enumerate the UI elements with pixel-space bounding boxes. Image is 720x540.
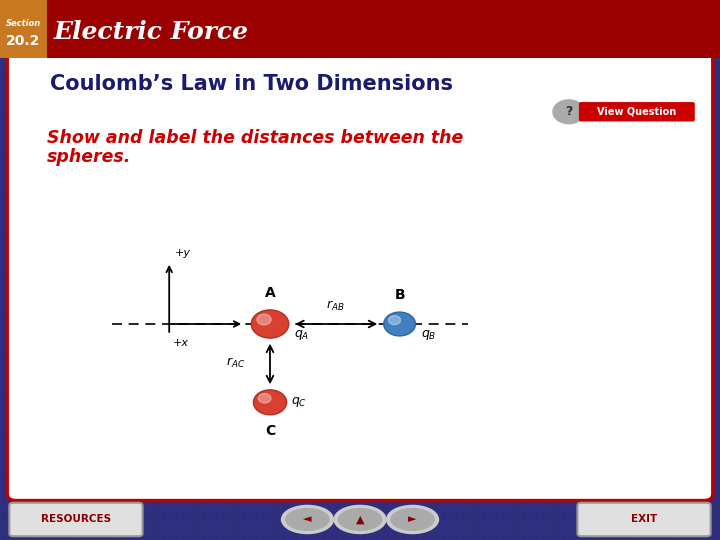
FancyBboxPatch shape <box>0 0 720 58</box>
FancyBboxPatch shape <box>577 503 711 536</box>
Text: ?: ? <box>565 105 572 118</box>
Ellipse shape <box>338 509 382 530</box>
Text: +x: +x <box>173 338 189 348</box>
Circle shape <box>553 100 585 124</box>
Circle shape <box>253 390 287 415</box>
Text: ◄: ◄ <box>303 515 312 524</box>
Ellipse shape <box>387 505 438 534</box>
Text: $r_{AC}$: $r_{AC}$ <box>226 356 246 370</box>
Text: spheres.: spheres. <box>47 147 131 166</box>
Text: 20.2: 20.2 <box>6 34 40 48</box>
Text: EXIT: EXIT <box>631 515 657 524</box>
Text: C: C <box>265 424 275 438</box>
FancyBboxPatch shape <box>0 0 47 58</box>
Ellipse shape <box>334 505 386 534</box>
Text: $r_{AB}$: $r_{AB}$ <box>325 299 344 313</box>
Ellipse shape <box>286 509 329 530</box>
Circle shape <box>251 310 289 338</box>
Ellipse shape <box>391 509 434 530</box>
FancyBboxPatch shape <box>7 53 713 501</box>
Text: Electric Force: Electric Force <box>54 21 249 44</box>
Text: Coulomb’s Law in Two Dimensions: Coulomb’s Law in Two Dimensions <box>50 73 454 94</box>
Text: ▲: ▲ <box>356 515 364 524</box>
Text: B: B <box>395 288 405 302</box>
Text: ►: ► <box>408 515 417 524</box>
Text: $q_A$: $q_A$ <box>294 328 310 342</box>
Circle shape <box>258 394 271 403</box>
Circle shape <box>384 312 415 336</box>
Ellipse shape <box>282 505 333 534</box>
Text: $q_B$: $q_B$ <box>421 328 436 342</box>
Text: Show and label the distances between the: Show and label the distances between the <box>47 129 463 147</box>
Text: A: A <box>265 286 275 300</box>
Circle shape <box>257 314 271 325</box>
FancyBboxPatch shape <box>9 503 143 536</box>
Text: View Question: View Question <box>597 107 676 117</box>
Text: RESOURCES: RESOURCES <box>40 515 111 524</box>
Circle shape <box>389 316 400 325</box>
Text: +y: +y <box>175 248 191 258</box>
Text: Section: Section <box>6 19 40 28</box>
FancyBboxPatch shape <box>579 102 695 122</box>
Text: $q_C$: $q_C$ <box>291 395 307 409</box>
